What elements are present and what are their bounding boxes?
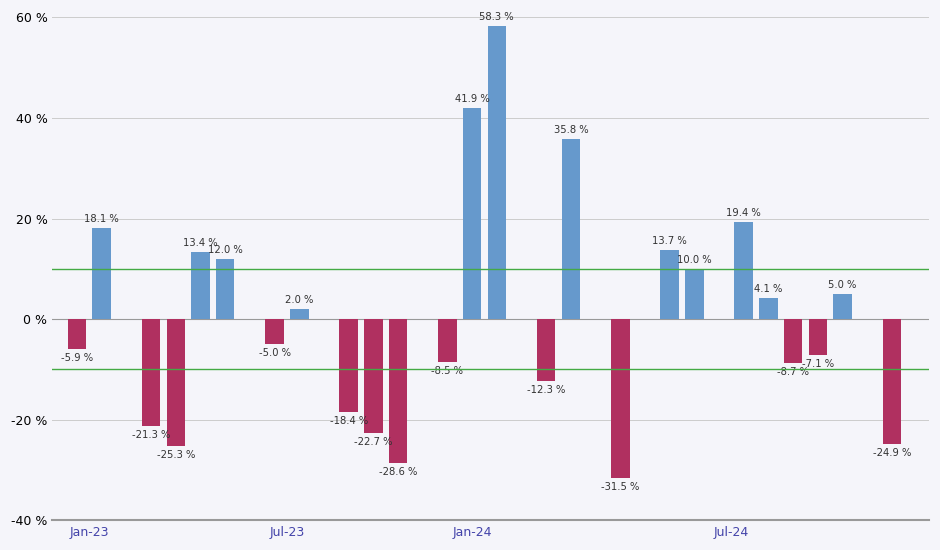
Bar <box>438 319 457 362</box>
Text: 13.4 %: 13.4 % <box>183 238 218 248</box>
Bar <box>290 309 308 319</box>
Text: -8.5 %: -8.5 % <box>431 366 463 376</box>
Bar <box>68 319 86 349</box>
Bar <box>833 294 852 319</box>
Bar <box>92 228 111 319</box>
Bar <box>760 299 777 319</box>
Bar <box>808 319 827 355</box>
Bar <box>462 108 481 319</box>
Bar <box>216 258 234 319</box>
Text: 13.7 %: 13.7 % <box>652 236 687 246</box>
Bar <box>389 319 407 463</box>
Bar <box>734 222 753 319</box>
Text: 58.3 %: 58.3 % <box>479 12 514 22</box>
Bar <box>561 139 580 319</box>
Bar <box>191 252 210 319</box>
Bar <box>339 319 358 412</box>
Bar <box>364 319 383 433</box>
Text: -5.9 %: -5.9 % <box>61 353 93 363</box>
Text: 2.0 %: 2.0 % <box>285 295 313 305</box>
Text: -8.7 %: -8.7 % <box>777 367 809 377</box>
Text: 41.9 %: 41.9 % <box>455 94 490 104</box>
Bar <box>883 319 901 444</box>
Text: -21.3 %: -21.3 % <box>132 430 170 441</box>
Text: 35.8 %: 35.8 % <box>554 125 588 135</box>
Text: 19.4 %: 19.4 % <box>727 207 761 217</box>
Text: -18.4 %: -18.4 % <box>330 416 368 426</box>
Text: -24.9 %: -24.9 % <box>872 448 911 458</box>
Text: 10.0 %: 10.0 % <box>677 255 712 265</box>
Text: -31.5 %: -31.5 % <box>601 482 639 492</box>
Text: -5.0 %: -5.0 % <box>258 348 290 358</box>
Text: -12.3 %: -12.3 % <box>527 385 565 395</box>
Text: -28.6 %: -28.6 % <box>379 467 417 477</box>
Text: -25.3 %: -25.3 % <box>157 450 195 460</box>
Text: 12.0 %: 12.0 % <box>208 245 243 255</box>
Bar <box>685 269 703 319</box>
Bar <box>784 319 803 363</box>
Bar <box>661 250 679 319</box>
Bar <box>265 319 284 344</box>
Bar <box>166 319 185 447</box>
Text: 4.1 %: 4.1 % <box>754 284 783 294</box>
Text: -22.7 %: -22.7 % <box>354 437 393 447</box>
Text: 18.1 %: 18.1 % <box>85 214 119 224</box>
Bar <box>537 319 556 381</box>
Bar <box>488 26 506 319</box>
Text: 5.0 %: 5.0 % <box>828 280 856 290</box>
Bar <box>142 319 161 426</box>
Bar <box>611 319 630 477</box>
Text: -7.1 %: -7.1 % <box>802 359 834 369</box>
